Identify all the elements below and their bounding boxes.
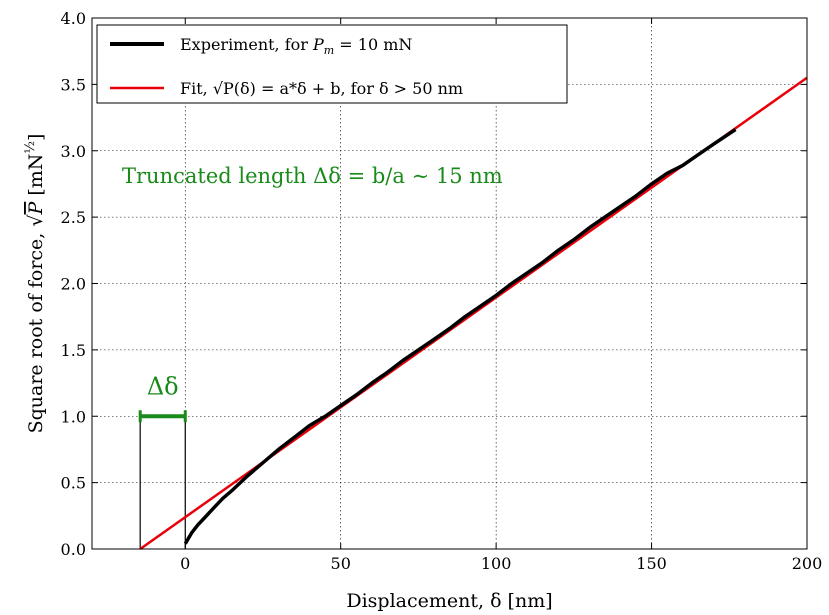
y-tick-label: 2.5 <box>61 208 86 227</box>
x-axis-title: Displacement, δ [nm] <box>346 590 552 612</box>
legend-fit-prefix: Fit, <box>180 79 213 98</box>
y-tick-label: 1.0 <box>61 407 86 426</box>
y-tick-label: 1.5 <box>61 341 86 360</box>
y-tick-label: 2.0 <box>61 275 86 294</box>
y-axis-title-sqrt: √ <box>25 214 47 227</box>
legend-label-experiment: Experiment, for Pm = 10 mN <box>180 35 412 57</box>
y-tick-label: 4.0 <box>61 9 86 28</box>
y-axis-title-close: ] <box>25 134 47 141</box>
delta-delta-label: Δδ <box>147 372 179 400</box>
legend: Experiment, for Pm = 10 mN Fit, √P(δ) = … <box>96 24 568 104</box>
legend-label-fit: Fit, √P(δ) = a*δ + b, for δ > 50 nm <box>180 79 463 98</box>
y-tick-label: 3.5 <box>61 75 86 94</box>
y-axis-title-prefix: Square root of force, <box>25 227 47 434</box>
y-tick-label: 0.5 <box>61 474 86 493</box>
legend-experiment-suffix: = 10 mN <box>334 35 412 54</box>
x-tick-label: 150 <box>636 554 667 573</box>
y-axis-title-exp: ½ <box>23 141 38 154</box>
y-axis-title: Square root of force, √P [mN½] <box>23 134 47 434</box>
legend-fit-sqrt: √ <box>213 79 224 98</box>
legend-box <box>96 24 568 104</box>
y-tick-label: 0.0 <box>61 540 86 559</box>
x-tick-label: 0 <box>180 554 190 573</box>
x-tick-label: 100 <box>481 554 512 573</box>
truncated-length-annotation: Truncated length Δδ = b/a ∼ 15 nm <box>122 164 503 188</box>
legend-experiment-prefix: Experiment, for <box>180 35 313 54</box>
x-tick-label: 50 <box>331 554 351 573</box>
ticks: 0 50 100 150 200 0.0 0.5 1.0 1.5 2.0 2.5 3.0 3.5 4.0 <box>61 9 823 573</box>
legend-fit-expr: P(δ) = a*δ + b, for δ > 50 nm <box>223 79 463 98</box>
legend-experiment-var: P <box>312 35 324 54</box>
y-axis-title-unit: [mN <box>25 154 47 202</box>
experiment-line <box>183 128 737 545</box>
legend-experiment-sub: m <box>324 44 334 57</box>
plot-area <box>138 76 808 551</box>
y-axis-title-var: P <box>25 201 47 216</box>
y-tick-label: 3.0 <box>61 142 86 161</box>
x-tick-label: 200 <box>792 554 823 573</box>
